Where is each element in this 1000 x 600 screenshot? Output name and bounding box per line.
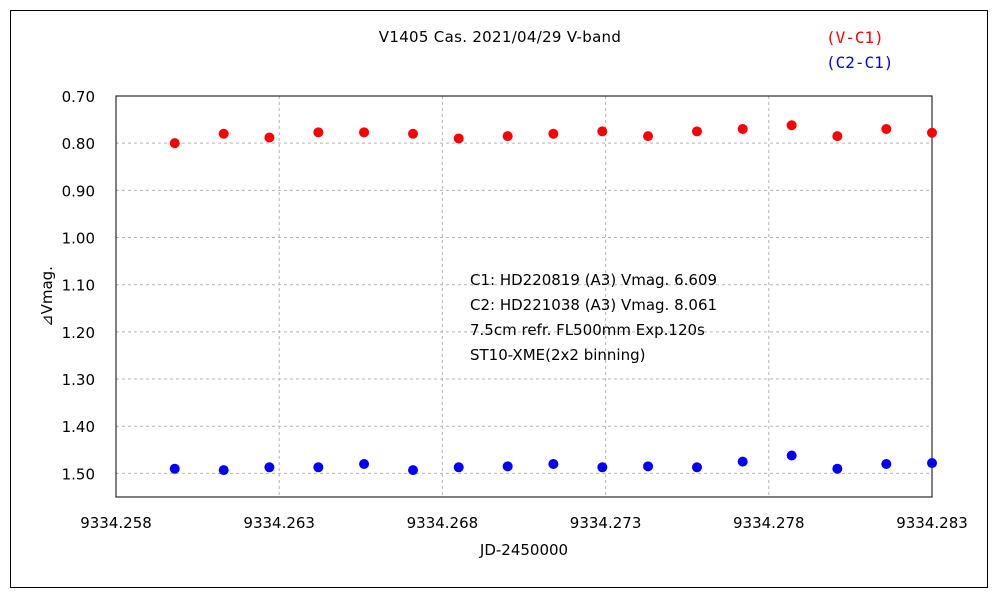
y-tick-label: 0.90 — [62, 182, 95, 200]
data-point-series-1 — [597, 126, 608, 137]
y-tick-label: 1.00 — [62, 230, 95, 248]
data-point-series-1 — [643, 131, 654, 142]
data-point-series-2 — [643, 461, 654, 472]
data-point-series-2 — [737, 456, 748, 467]
data-point-series-1 — [169, 138, 180, 149]
data-point-series-2 — [881, 458, 892, 469]
data-point-series-1 — [786, 120, 797, 131]
data-point-series-2 — [691, 462, 702, 473]
x-tick-label: 9334.258 — [80, 514, 152, 532]
data-point-series-2 — [218, 465, 229, 476]
data-point-series-1 — [691, 126, 702, 137]
x-tick-label: 9334.273 — [570, 514, 642, 532]
data-point-series-2 — [832, 463, 843, 474]
x-tick-label: 9334.263 — [243, 514, 315, 532]
plot-area — [116, 96, 932, 497]
data-point-series-1 — [548, 128, 559, 139]
annotation-comp2: C2: HD221038 (A3) Vmag. 8.061 — [470, 296, 718, 314]
data-point-series-2 — [548, 458, 559, 469]
data-point-series-2 — [169, 463, 180, 474]
data-point-series-2 — [453, 462, 464, 473]
x-tick-label: 9334.283 — [896, 514, 968, 532]
data-point-series-1 — [218, 128, 229, 139]
x-tick-label: 9334.268 — [407, 514, 479, 532]
y-tick-label: 1.10 — [62, 277, 95, 295]
data-point-series-1 — [881, 124, 892, 135]
data-point-series-1 — [359, 127, 370, 138]
x-tick-label: 9334.278 — [733, 514, 805, 532]
data-point-series-2 — [502, 461, 513, 472]
data-point-series-2 — [313, 462, 324, 473]
data-point-series-1 — [264, 132, 275, 143]
data-point-series-1 — [313, 127, 324, 138]
data-point-series-2 — [359, 458, 370, 469]
data-point-series-2 — [597, 462, 608, 473]
annotation-block: C1: HD220819 (A3) Vmag. 6.609 C2: HD2210… — [470, 270, 717, 370]
data-point-series-1 — [927, 127, 937, 138]
data-point-series-1 — [737, 124, 748, 135]
legend-entry-v-c1: (V-C1) — [826, 28, 884, 47]
data-point-series-2 — [786, 450, 797, 461]
y-tick-label: 0.70 — [62, 88, 95, 106]
y-tick-label: 1.40 — [62, 418, 95, 436]
annotation-comp1: C1: HD220819 (A3) Vmag. 6.609 — [470, 271, 718, 289]
annotation-telescope: 7.5cm refr. FL500mm Exp.120s — [470, 321, 705, 339]
y-tick-label: 1.30 — [62, 371, 95, 389]
data-point-series-2 — [264, 462, 275, 473]
y-tick-label: 1.20 — [62, 324, 95, 342]
chart-frame — [10, 10, 988, 588]
legend-entry-c2-c1: (C2-C1) — [826, 53, 894, 72]
data-point-series-1 — [408, 128, 419, 139]
annotation-camera: ST10-XME(2x2 binning) — [470, 346, 646, 364]
data-point-series-1 — [832, 131, 843, 142]
x-axis-label: JD-2450000 — [479, 541, 568, 559]
data-point-series-1 — [453, 133, 464, 144]
y-axis-label: ⊿Vmag. — [38, 266, 56, 327]
data-point-series-1 — [502, 131, 513, 142]
data-point-series-2 — [927, 458, 937, 469]
data-point-series-2 — [408, 465, 419, 476]
y-tick-label: 1.50 — [62, 465, 95, 483]
chart-title: V1405 Cas. 2021/04/29 V-band — [378, 28, 622, 46]
plot-border — [115, 95, 933, 498]
y-tick-label: 0.80 — [62, 135, 95, 153]
